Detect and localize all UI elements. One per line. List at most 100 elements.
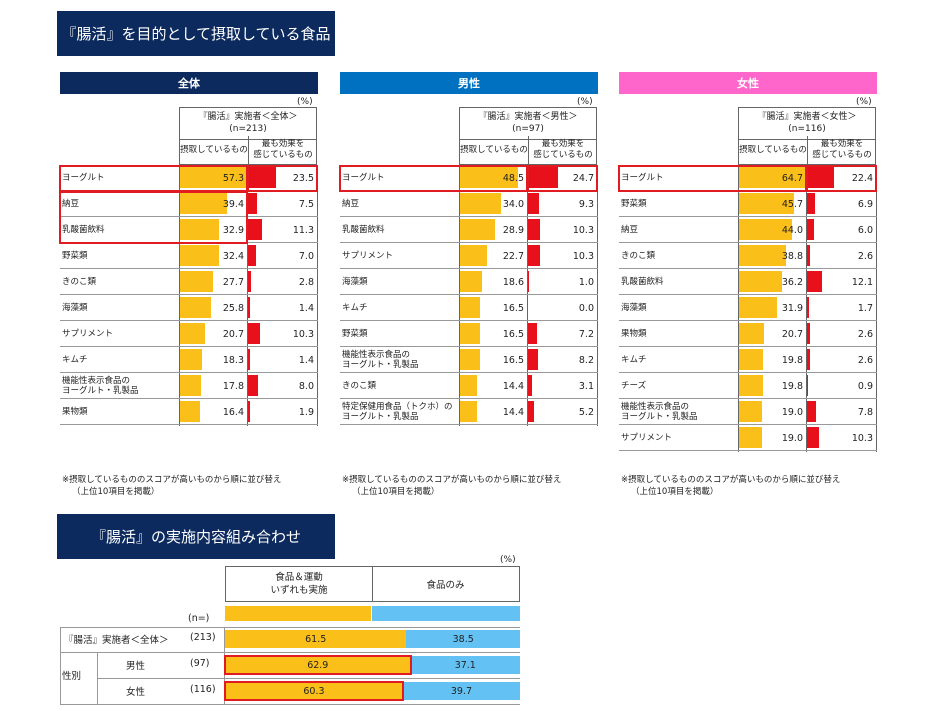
table-row: 乳酸菌飲料 36.2 12.1 bbox=[619, 269, 877, 295]
value-effective: 8.2 bbox=[578, 354, 594, 366]
bar-consumed bbox=[460, 401, 478, 422]
bar-effective bbox=[807, 427, 820, 448]
category-label: 野菜類 bbox=[621, 199, 647, 209]
highlight-top-effective bbox=[806, 165, 877, 192]
value-consumed: 18.3 bbox=[222, 354, 244, 366]
category-label: 果物類 bbox=[621, 329, 647, 339]
stack-food: 39.7 bbox=[402, 682, 520, 700]
category-label: 機能性表示食品の ヨーグルト・乳製品 bbox=[342, 350, 419, 370]
value-consumed: 19.8 bbox=[781, 380, 803, 392]
table-row: キムチ 19.8 2.6 bbox=[619, 347, 877, 373]
category-label: キムチ bbox=[342, 303, 368, 313]
group-name: 『腸活』実施者＜女性＞ bbox=[757, 112, 857, 122]
value-consumed: 20.7 bbox=[781, 328, 803, 340]
bar-effective bbox=[528, 245, 541, 266]
bar-consumed bbox=[460, 349, 480, 370]
value-consumed: 27.7 bbox=[222, 276, 244, 288]
value-consumed: 44.0 bbox=[781, 224, 803, 236]
combo-row-n: (97) bbox=[190, 658, 210, 669]
bar-consumed bbox=[460, 297, 480, 318]
table-row: 果物類 20.7 2.6 bbox=[619, 321, 877, 347]
combo-hline bbox=[60, 704, 520, 705]
highlight-top-row bbox=[59, 165, 248, 192]
value-effective: 22.4 bbox=[851, 172, 873, 184]
table-row: 乳酸菌飲料 28.9 10.3 bbox=[340, 217, 598, 243]
category-label: きのこ類 bbox=[342, 381, 377, 391]
group-name: 『腸活』実施者＜全体＞ bbox=[198, 112, 298, 122]
table-row: 納豆 34.0 9.3 bbox=[340, 191, 598, 217]
category-label: キムチ bbox=[621, 355, 647, 365]
group-n: (n=97) bbox=[512, 124, 544, 134]
bar-consumed bbox=[180, 271, 214, 292]
grid-vline bbox=[317, 165, 318, 426]
second-title: 『腸活』の実施内容組み合わせ bbox=[90, 528, 301, 546]
bar-consumed bbox=[739, 297, 778, 318]
value-effective: 11.3 bbox=[292, 224, 314, 236]
value-effective: 7.2 bbox=[578, 328, 594, 340]
value-effective: 2.6 bbox=[857, 328, 873, 340]
highlight-rows-2-3 bbox=[59, 191, 248, 244]
bar-effective bbox=[248, 297, 250, 318]
value-effective: 12.1 bbox=[851, 276, 873, 288]
combo-row-n: (213) bbox=[190, 632, 216, 643]
unit-label-male: (%) bbox=[577, 97, 593, 107]
stack-both: 61.5 bbox=[225, 630, 407, 648]
category-label: 特定保健用食品（トクホ）の ヨーグルト・乳製品 bbox=[342, 402, 453, 422]
value-effective: 10.3 bbox=[572, 250, 594, 262]
value-effective: 7.0 bbox=[298, 250, 314, 262]
main-title-box: 『腸活』を目的として摂取している食品 bbox=[57, 11, 335, 56]
bar-consumed bbox=[180, 219, 220, 240]
value-effective: 1.4 bbox=[298, 354, 314, 366]
bar-consumed bbox=[180, 323, 205, 344]
value-consumed: 28.9 bbox=[502, 224, 524, 236]
value-consumed: 14.4 bbox=[502, 380, 524, 392]
value-effective: 1.0 bbox=[578, 276, 594, 288]
value-consumed: 16.5 bbox=[502, 354, 524, 366]
bar-consumed bbox=[739, 167, 817, 188]
value-effective: 2.8 bbox=[298, 276, 314, 288]
panel-head-female: 女性 bbox=[619, 72, 877, 94]
bar-effective bbox=[807, 375, 809, 396]
bar-consumed bbox=[180, 167, 249, 188]
bar-effective bbox=[248, 167, 277, 188]
combo-header: 食品＆運動 いずれも実施 食品のみ bbox=[225, 566, 520, 602]
note-line2: （上位10項目を掲載） bbox=[352, 487, 440, 497]
table-row: きのこ類 27.7 2.8 bbox=[60, 269, 318, 295]
category-label: サプリメント bbox=[62, 329, 114, 339]
value-effective: 10.3 bbox=[292, 328, 314, 340]
bar-consumed bbox=[739, 323, 764, 344]
value-consumed: 16.4 bbox=[222, 406, 244, 418]
group-name: 『腸活』実施者＜男性＞ bbox=[478, 112, 578, 122]
bar-consumed bbox=[460, 167, 519, 188]
table-row: 海藻類 31.9 1.7 bbox=[619, 295, 877, 321]
table-row: キムチ 16.5 0.0 bbox=[340, 295, 598, 321]
note-line1: ※摂取しているもののスコアが高いものから順に並び替え bbox=[62, 475, 282, 485]
table-row: チーズ 19.8 0.9 bbox=[619, 373, 877, 399]
table-row: 納豆 39.4 7.5 bbox=[60, 191, 318, 217]
value-effective: 6.9 bbox=[857, 198, 873, 210]
grid-vline bbox=[876, 165, 877, 452]
bar-effective bbox=[807, 167, 834, 188]
bar-consumed bbox=[180, 193, 228, 214]
stack-both: 60.3 bbox=[225, 682, 403, 700]
combo-hline bbox=[60, 627, 520, 628]
value-consumed: 19.8 bbox=[781, 354, 803, 366]
value-consumed: 38.8 bbox=[781, 250, 803, 262]
value-effective: 23.5 bbox=[292, 172, 314, 184]
table-row: 機能性表示食品の ヨーグルト・乳製品 17.8 8.0 bbox=[60, 373, 318, 399]
category-label: サプリメント bbox=[621, 433, 673, 443]
bar-consumed bbox=[739, 401, 762, 422]
note-female: ※摂取しているもののスコアが高いものから順に並び替え （上位10項目を掲載） bbox=[621, 474, 840, 498]
bar-effective bbox=[807, 297, 810, 318]
note-line1: ※摂取しているもののスコアが高いものから順に並び替え bbox=[621, 475, 841, 485]
bar-effective bbox=[807, 245, 811, 266]
panel-head-male: 男性 bbox=[340, 72, 598, 94]
combo-row-label: 女性 bbox=[126, 687, 146, 698]
unit-label-combo: (%) bbox=[500, 555, 516, 565]
grid-vline bbox=[247, 165, 248, 426]
col-header-effective: 最も効果を 感じているもの bbox=[812, 139, 872, 160]
bar-consumed bbox=[180, 401, 200, 422]
bar-effective bbox=[528, 219, 541, 240]
bar-consumed bbox=[180, 375, 202, 396]
col-header-consumed: 摂取しているもの bbox=[739, 136, 808, 164]
